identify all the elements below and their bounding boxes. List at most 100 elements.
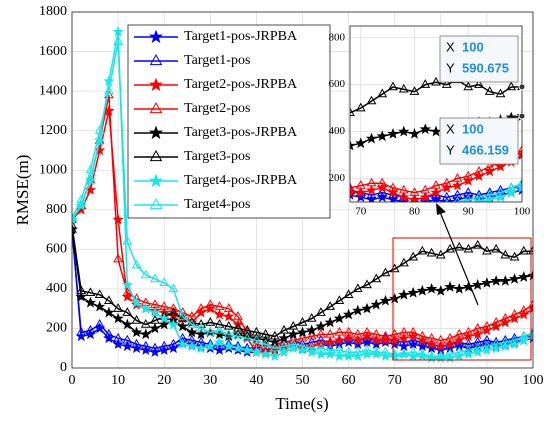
triangle-marker: [380, 267, 391, 277]
triangle-marker: [140, 318, 151, 328]
y-tick-label: 1200: [39, 123, 67, 138]
y-tick-label: 600: [46, 242, 67, 257]
y-tick-label: 400: [46, 281, 67, 296]
triangle-marker: [233, 311, 243, 320]
triangle-marker: [350, 184, 355, 194]
triangle-marker: [196, 303, 206, 312]
triangle-marker: [316, 328, 326, 338]
triangle-marker: [484, 189, 495, 199]
triangle-marker: [445, 243, 455, 253]
star-marker: [112, 338, 124, 350]
triangle-marker: [481, 245, 492, 255]
triangle-marker: [94, 125, 105, 134]
star-marker: [435, 340, 447, 352]
x-tick-label: 100: [523, 373, 544, 388]
star-marker: [481, 277, 493, 288]
star-marker: [389, 292, 401, 304]
triangle-marker: [159, 277, 170, 287]
triangle-marker: [495, 187, 506, 196]
x-tick-label: 80: [409, 205, 421, 217]
triangle-marker: [168, 283, 179, 293]
legend-label: Target1-pos: [184, 53, 250, 68]
triangle-marker: [334, 344, 345, 354]
triangle-marker: [288, 338, 299, 348]
x-tick-label: 30: [203, 373, 217, 388]
star-marker: [148, 29, 164, 44]
triangle-marker: [441, 79, 452, 88]
triangle-marker: [149, 53, 163, 66]
star-marker: [149, 322, 161, 334]
triangle-marker: [85, 164, 96, 174]
triangle-marker: [159, 340, 170, 350]
x-tick-label: 10: [111, 373, 125, 388]
triangle-marker: [122, 287, 133, 297]
triangle-marker: [113, 303, 124, 312]
y-tick-label: 1000: [39, 162, 67, 177]
triangle-marker: [454, 328, 465, 338]
star-marker: [333, 334, 346, 346]
triangle-marker: [517, 177, 522, 187]
y-tick-label: 200: [329, 172, 346, 184]
star-marker: [324, 316, 336, 328]
star-marker: [306, 324, 318, 336]
star-marker: [121, 340, 133, 352]
triangle-marker: [168, 303, 179, 312]
star-marker: [94, 144, 106, 156]
star-marker: [121, 278, 133, 290]
triangle-marker: [350, 107, 355, 117]
star-marker: [416, 285, 428, 296]
star-marker: [419, 123, 431, 135]
triangle-marker: [463, 338, 474, 348]
triangle-marker: [122, 307, 133, 316]
star-marker: [112, 25, 124, 37]
triangle-marker: [431, 180, 441, 189]
star-marker: [408, 193, 421, 202]
star-marker: [333, 350, 346, 361]
triangle-marker: [72, 220, 77, 229]
triangle-marker: [113, 332, 124, 342]
star-marker: [112, 312, 124, 324]
triangle-marker: [334, 295, 345, 304]
triangle-marker: [463, 170, 474, 180]
star-marker: [186, 326, 198, 338]
triangle-marker: [350, 182, 355, 192]
triangle-marker: [454, 346, 465, 356]
x-tick-label: 40: [249, 373, 263, 388]
triangle-marker: [491, 316, 502, 326]
triangle-marker: [435, 334, 446, 344]
triangle-marker: [452, 173, 463, 182]
star-marker: [103, 306, 115, 318]
triangle-marker: [334, 326, 345, 336]
x-tick-label: 70: [388, 373, 402, 388]
triangle-marker: [85, 324, 96, 334]
star-marker: [365, 193, 378, 202]
triangle-marker: [398, 83, 409, 93]
triangle-marker: [441, 177, 452, 187]
star-marker: [387, 127, 399, 139]
triangle-marker: [85, 287, 96, 297]
y-tick-label: 200: [46, 321, 67, 336]
star-marker: [269, 350, 281, 361]
triangle-marker: [233, 330, 243, 340]
star-marker: [407, 286, 419, 298]
star-marker: [342, 308, 355, 320]
star-marker: [355, 191, 367, 202]
triangle-marker: [454, 196, 461, 202]
triangle-marker: [306, 342, 317, 352]
star-marker: [204, 340, 216, 352]
triangle-marker: [435, 249, 446, 259]
star-marker: [241, 344, 253, 355]
triangle-marker: [399, 257, 409, 267]
star-marker: [148, 77, 164, 92]
y-tick-label: 1600: [39, 44, 67, 59]
x-tick-label: 100: [514, 205, 531, 217]
triangle-marker: [306, 313, 317, 322]
star-marker: [158, 312, 170, 324]
datatip-y-label: Y: [446, 142, 455, 157]
star-marker: [355, 137, 367, 149]
star-marker: [342, 332, 355, 344]
triangle-marker: [297, 340, 308, 350]
star-marker: [379, 294, 392, 306]
triangle-marker: [103, 295, 114, 304]
